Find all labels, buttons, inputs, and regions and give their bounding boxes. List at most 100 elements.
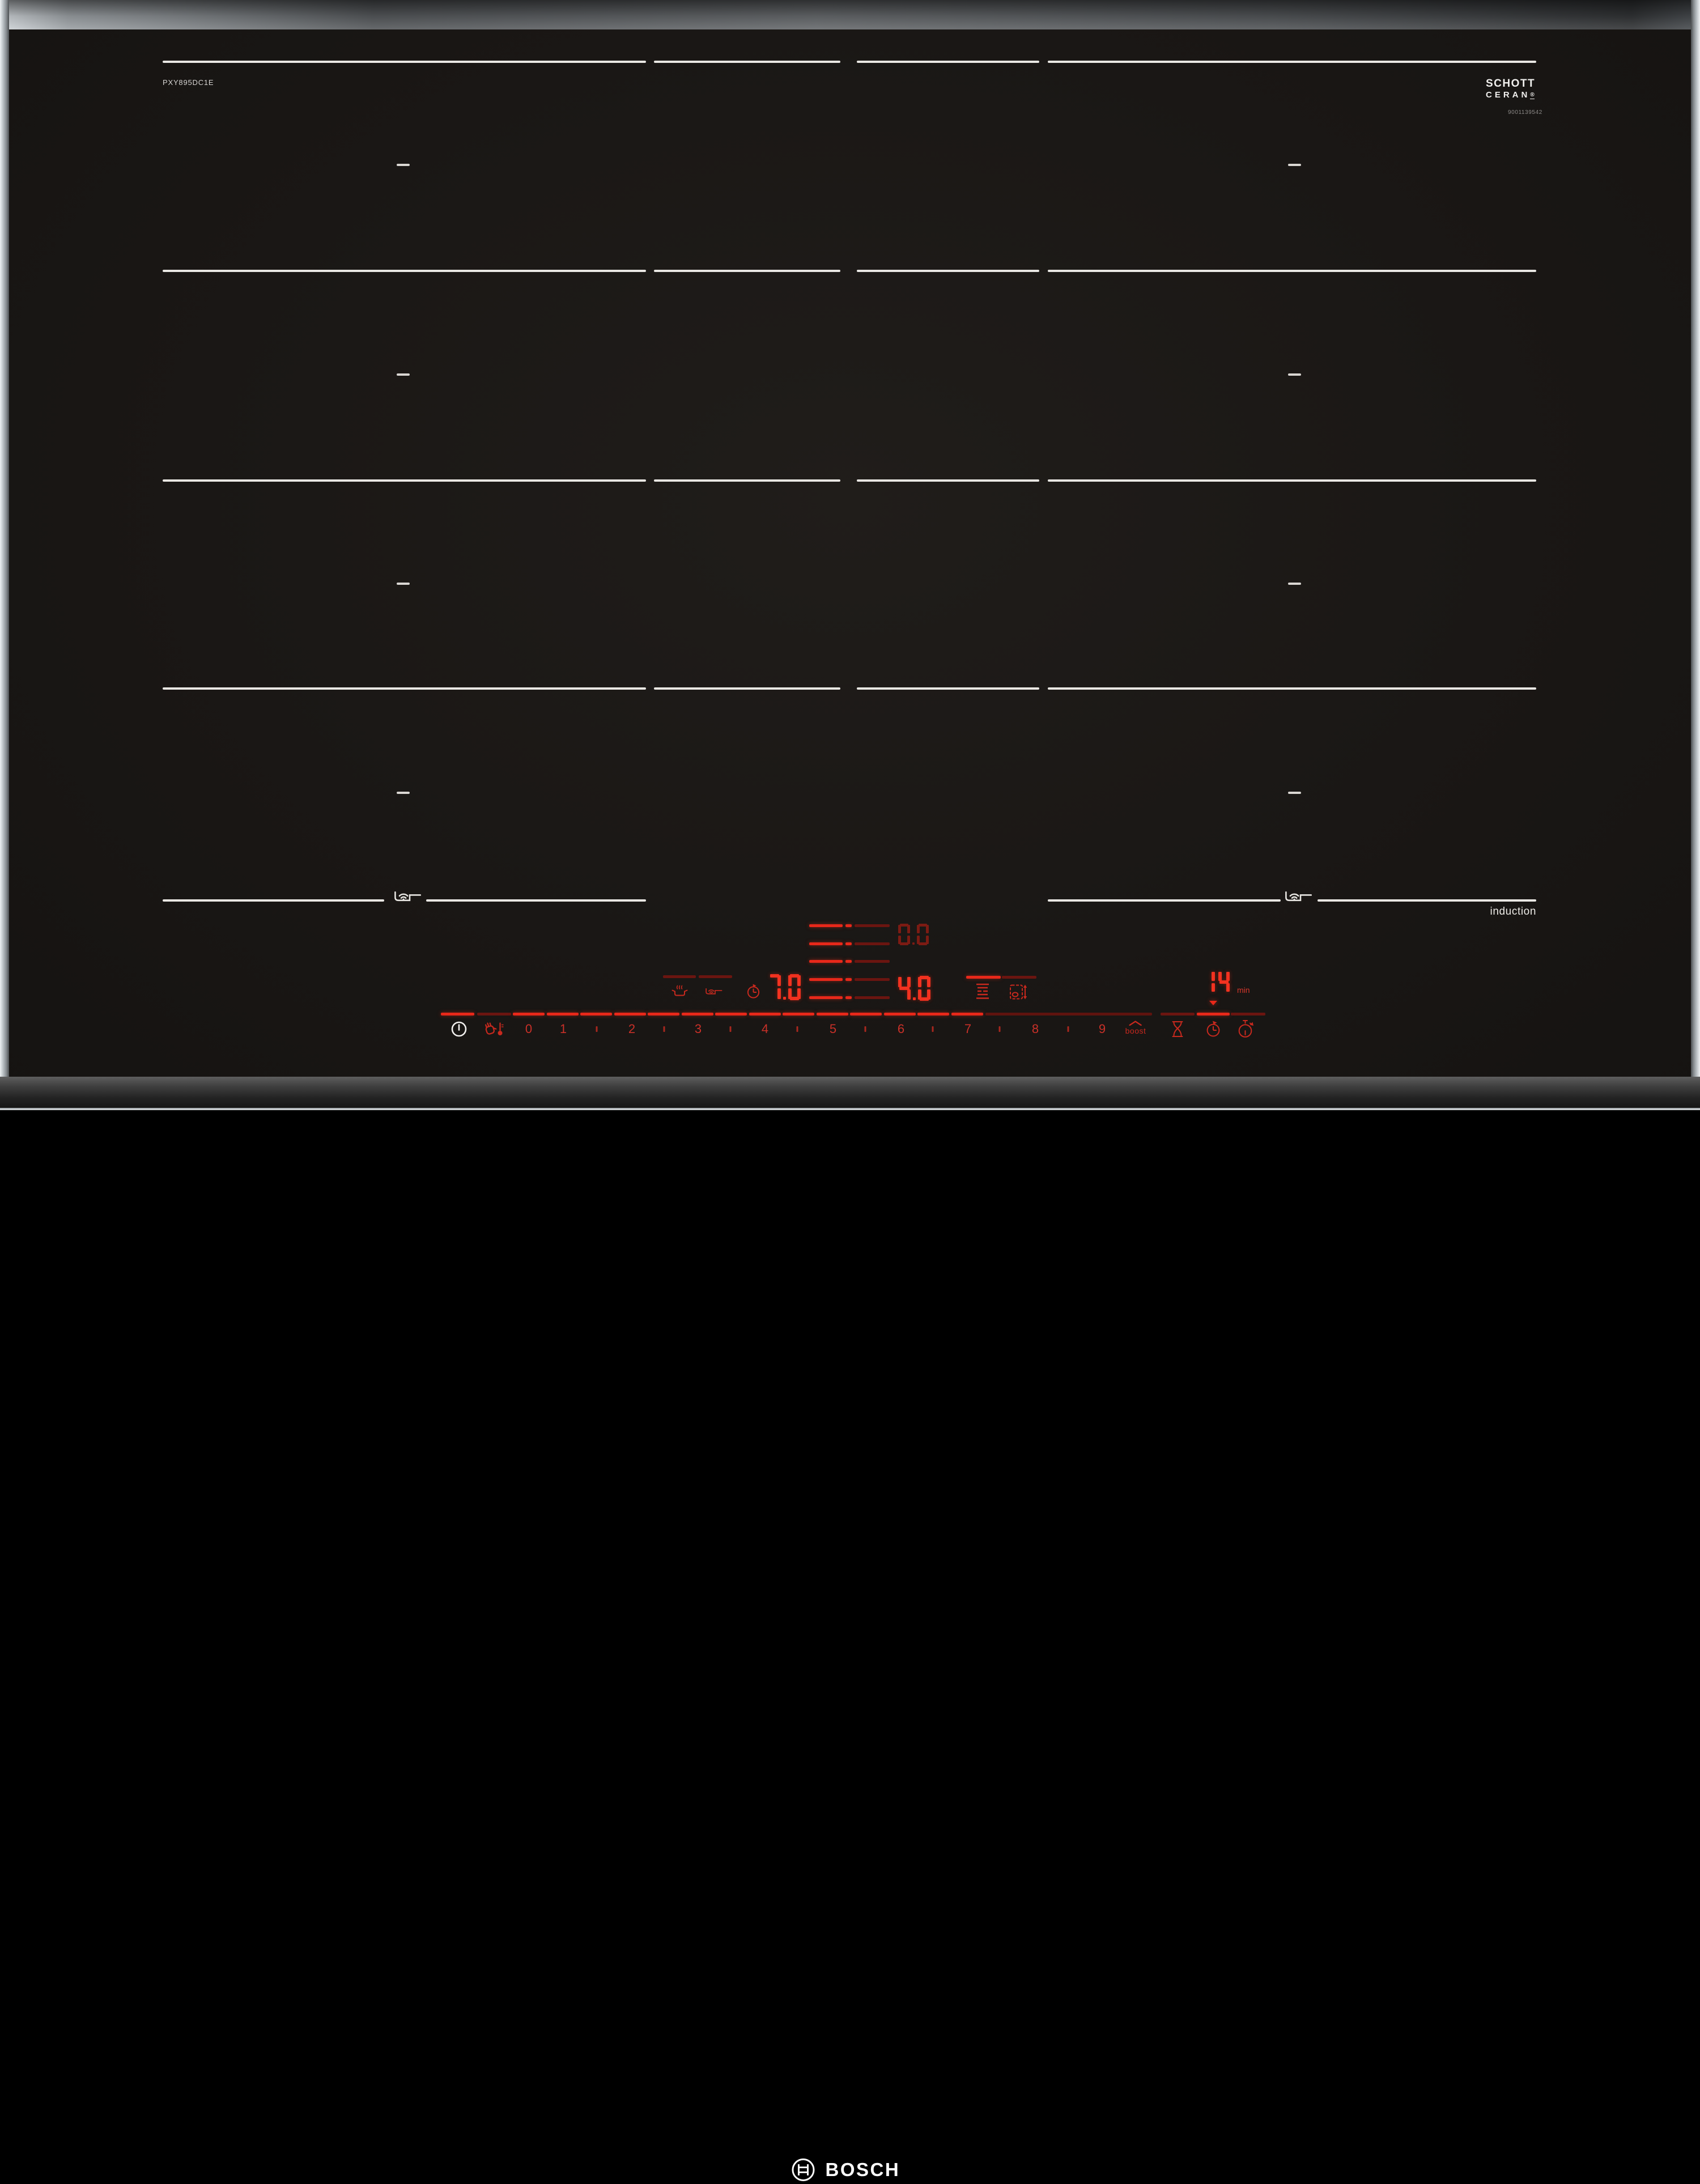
zone-line [1048, 687, 1536, 690]
slider-track-inactive[interactable] [985, 1013, 1152, 1015]
pan-transfer-button[interactable] [1009, 983, 1028, 1002]
schott-text: SCHOTT [1486, 78, 1536, 90]
slider-tick[interactable] [729, 1026, 732, 1032]
timer-stopwatch-button[interactable] [1237, 1019, 1254, 1040]
power-level-4[interactable]: 4 [761, 1022, 769, 1036]
level-row-dot [845, 978, 852, 981]
power-button[interactable] [450, 1021, 468, 1039]
function-indicator-bar-inactive [1002, 976, 1036, 979]
induction-label: induction [1490, 906, 1536, 917]
pot-with-steam-icon [672, 985, 688, 996]
clock-with-arrow-icon [747, 984, 760, 998]
left-metal-trim [0, 0, 9, 1110]
timer-hourglass-indicator-bar [1161, 1013, 1195, 1015]
slider-track-segment[interactable] [580, 1013, 612, 1015]
slider-track-segment[interactable] [850, 1013, 882, 1015]
zone-line [1048, 479, 1536, 482]
zone-line [426, 899, 646, 902]
child-lock-button[interactable] [483, 1021, 504, 1039]
zone-line [163, 61, 646, 63]
power-level-1[interactable]: 1 [559, 1022, 567, 1036]
zone-line [654, 270, 840, 272]
pan-position-dash [397, 583, 410, 585]
slider-track-segment[interactable] [513, 1013, 545, 1015]
power-level-2[interactable]: 2 [628, 1022, 636, 1036]
zone-line [1048, 61, 1536, 63]
timer-hourglass-button[interactable] [1171, 1021, 1184, 1039]
level-row-active-bar [809, 996, 843, 999]
slider-tick[interactable] [998, 1026, 1001, 1032]
power-level-7[interactable]: 7 [964, 1022, 972, 1036]
level-row-dot [845, 960, 852, 963]
lock-key-indicator-bar [477, 1013, 511, 1015]
pan-in-frame-with-arrows-icon [1010, 984, 1027, 1000]
schott-ceran-logo: SCHOTT CERAN® [1486, 78, 1535, 100]
display-front-left-level [768, 974, 801, 1000]
zone-line [857, 61, 1039, 63]
zone-line [857, 270, 1039, 272]
display-rear-left-level [898, 924, 929, 945]
stopwatch-icon [1238, 1020, 1253, 1038]
registered-mark: ® [1530, 92, 1535, 99]
hand-with-thermometer-icon [485, 1022, 504, 1035]
slider-track-segment[interactable] [951, 1013, 983, 1015]
slider-track-segment[interactable] [682, 1013, 713, 1015]
slider-track-segment[interactable] [614, 1013, 646, 1015]
pan-position-dash [1288, 373, 1301, 376]
slider-track-segment[interactable] [648, 1013, 679, 1015]
zone-line [857, 479, 1039, 482]
power-level-6[interactable]: 6 [897, 1022, 905, 1036]
timer-down-arrow[interactable] [1209, 1001, 1217, 1005]
boost-label: boost [1125, 1026, 1146, 1035]
slider-track-segment[interactable] [917, 1013, 949, 1015]
slider-tick[interactable] [663, 1026, 665, 1032]
slider-tick[interactable] [1067, 1026, 1069, 1032]
slider-tick[interactable] [796, 1026, 798, 1032]
power-levels-menu-button[interactable] [976, 983, 989, 1001]
slider-track-segment[interactable] [749, 1013, 781, 1015]
slider-tick[interactable] [864, 1026, 866, 1032]
flex-zone-marker-left-icon [394, 891, 422, 902]
power-level-8[interactable]: 8 [1031, 1022, 1039, 1036]
zone-line [857, 687, 1039, 690]
power-level-0[interactable]: 0 [525, 1022, 533, 1036]
timer-stopwatch-indicator-bar [1231, 1013, 1265, 1015]
frying-sensor-button[interactable] [705, 987, 725, 997]
boost-chevron-icon [1129, 1021, 1142, 1026]
display-timer-value [1204, 971, 1230, 993]
zone-line [654, 479, 840, 482]
level-row-active-bar [809, 942, 843, 945]
level-row-inactive-bar [855, 924, 890, 927]
slider-track-segment[interactable] [817, 1013, 848, 1015]
pan-position-dash [1288, 792, 1301, 794]
slider-tick[interactable] [596, 1026, 598, 1032]
power-standby-icon [451, 1021, 467, 1037]
slider-tick[interactable] [932, 1026, 934, 1032]
zone-timer-button[interactable] [746, 984, 761, 1001]
zone-line [1318, 899, 1536, 902]
power-level-5[interactable]: 5 [829, 1022, 837, 1036]
slider-track-segment[interactable] [884, 1013, 916, 1015]
zone-line [163, 899, 384, 902]
slider-track-segment[interactable] [715, 1013, 747, 1015]
timer-clock-button[interactable] [1205, 1021, 1221, 1039]
timer-unit-label: min [1237, 985, 1250, 995]
level-row-inactive-bar [855, 960, 890, 963]
power-level-3[interactable]: 3 [694, 1022, 702, 1036]
bosch-wordmark: BOSCH [825, 2159, 900, 2180]
pan-position-dash [1288, 583, 1301, 585]
level-row-inactive-bar [855, 942, 890, 945]
front-trim-bar: BOSCH [0, 1077, 1700, 2182]
boost-button[interactable]: boost [1125, 1019, 1146, 1035]
top-metal-trim [0, 0, 1700, 29]
bosch-emblem-icon [792, 2158, 815, 2182]
slider-track-segment[interactable] [547, 1013, 579, 1015]
pan-with-sensor-waves-icon [706, 988, 722, 995]
ceran-text: CERAN® [1486, 90, 1535, 100]
keep-warm-indicator-bar [663, 975, 696, 978]
level-row-dot [845, 924, 852, 927]
keep-warm-button[interactable] [671, 985, 688, 998]
slider-track-segment[interactable] [783, 1013, 814, 1015]
serial-number-label: 9001139542 [1508, 109, 1542, 116]
power-level-9[interactable]: 9 [1098, 1022, 1106, 1036]
